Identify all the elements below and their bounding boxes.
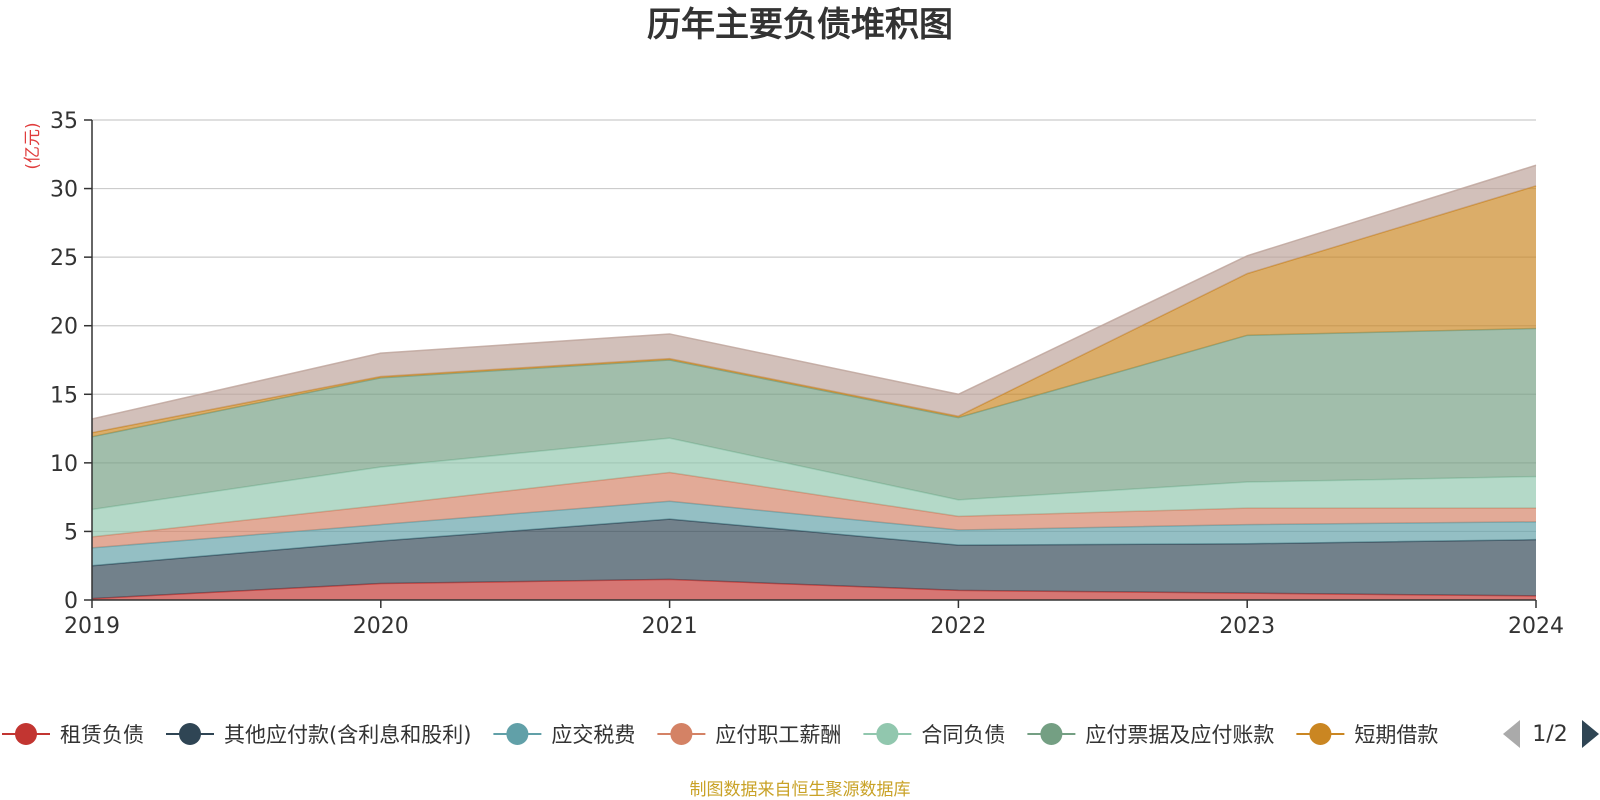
area-series <box>92 519 1536 599</box>
area-series <box>92 472 1536 548</box>
legend-page-indicator: 1/2 <box>1532 722 1567 747</box>
y-tick-label: 25 <box>50 246 78 271</box>
legend-pager: 1/2 <box>1503 720 1599 748</box>
area-series <box>91 164 1537 600</box>
legend-label: 应付票据及应付账款 <box>1085 723 1274 747</box>
area-series <box>92 579 1536 600</box>
legend-label: 应交税费 <box>551 723 635 747</box>
legend-marker-icon <box>876 723 899 745</box>
y-tick-label: 5 <box>64 520 78 545</box>
legend-item[interactable]: 应付票据及应付账款 <box>1027 723 1274 747</box>
legend-label: 其他应付款(含利息和股利) <box>224 723 471 747</box>
legend-label: 合同负债 <box>921 723 1005 747</box>
legend-item[interactable]: 合同负债 <box>863 723 1005 747</box>
legend: 租赁负债 其他应付款(含利息和股利) 应交税费 应付职工薪酬 合同负债 应付票据及应付账款… <box>2 723 1438 747</box>
legend-marker-icon <box>1040 723 1063 745</box>
legend-item[interactable]: 租赁负债 <box>2 723 144 747</box>
area-series <box>92 501 1536 566</box>
area-series <box>92 165 1536 433</box>
area-series <box>92 438 1536 537</box>
chart-title: 历年主要负债堆积图 <box>647 5 953 45</box>
x-tick-label: 2022 <box>930 614 986 639</box>
legend-prev-page-icon[interactable] <box>1503 720 1520 748</box>
series-line <box>91 578 1537 600</box>
y-tick-label: 20 <box>50 315 78 340</box>
legend-item[interactable]: 应付职工薪酬 <box>657 723 841 747</box>
y-tick-label: 30 <box>50 178 78 203</box>
legend-marker-icon <box>506 723 529 745</box>
x-tick-label: 2021 <box>642 614 698 639</box>
y-axis-unit: (亿元) <box>23 122 43 169</box>
x-tick-label: 2024 <box>1508 614 1564 639</box>
y-tick-label: 10 <box>50 452 78 477</box>
x-tick-label: 2023 <box>1219 614 1275 639</box>
legend-next-page-icon[interactable] <box>1582 720 1599 748</box>
legend-label: 应付职工薪酬 <box>715 723 841 747</box>
legend-item[interactable]: 应交税费 <box>493 723 635 747</box>
y-tick-label: 35 <box>50 109 78 134</box>
y-tick-label: 15 <box>50 383 78 408</box>
area-series <box>92 185 1536 437</box>
legend-item[interactable]: 其他应付款(含利息和股利) <box>166 723 471 747</box>
y-tick-label: 0 <box>64 589 78 614</box>
legend-marker-icon <box>1309 723 1332 745</box>
legend-marker-icon <box>179 723 201 745</box>
legend-marker-icon <box>15 723 37 745</box>
axes: 0 5 10 15 20 25 30 35 2019 2020 2021 2022 2023 2024 <box>50 109 1564 639</box>
x-tick-label: 2020 <box>353 614 409 639</box>
legend-label: 租赁负债 <box>60 723 144 747</box>
series-line <box>91 164 1537 420</box>
data-source-note: 制图数据来自恒生聚源数据库 <box>690 780 911 800</box>
x-tick-label: 2019 <box>64 614 120 639</box>
legend-items: 租赁负债 其他应付款(含利息和股利) 应交税费 应付职工薪酬 合同负债 应付票据及应付账款… <box>2 723 1438 747</box>
legend-item[interactable]: 短期借款 <box>1296 723 1438 747</box>
legend-marker-icon <box>670 723 693 745</box>
legend-label: 短期借款 <box>1354 723 1438 747</box>
